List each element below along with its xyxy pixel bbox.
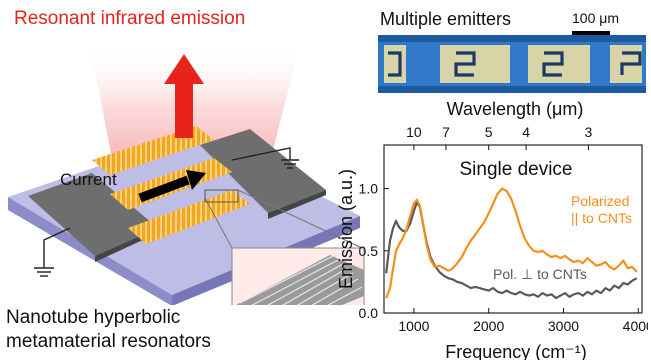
top-tick-label: 5 [485,124,493,140]
series-group [385,187,638,300]
ground-icon-right [231,147,299,169]
multiple-emitters-title: Multiple emitters [380,9,512,29]
y-tick-label: 1.0 [359,181,379,197]
caption: Nanotube hyperbolic metamaterial resonat… [6,306,211,354]
y-tick-label: 0.5 [359,243,379,259]
x-tick-label: 1000 [398,318,429,334]
caption-line-2: metamaterial resonators [6,331,211,352]
chart-title: Single device [459,159,572,180]
emission-title: Resonant infrared emission [14,8,246,29]
caption-line-1: Nanotube hyperbolic [6,307,181,328]
emission-arrow [175,82,193,138]
x-tick-label: 3000 [548,318,579,334]
series-label-perpendicular: Pol. ⊥ to CNTs [493,266,587,282]
x-tick-label: 2000 [473,318,504,334]
top-tick-label: 7 [442,124,450,140]
current-label: Current [60,170,117,189]
series-line-polarized [385,187,638,299]
nanotube-bundle [236,255,364,305]
scalebar [572,31,610,35]
ground-icon-left [34,227,71,277]
contact-pad-left [28,173,158,256]
y-axis-label: Emission (a.u.) [336,169,356,289]
y-tick-label: 0.0 [359,305,379,321]
top-axis-label: Wavelength (μm) [447,99,584,119]
current-arrow [138,175,190,203]
top-tick-label: 10 [406,124,422,140]
resonator-strip-1 [92,126,214,175]
top-tick-label: 3 [585,124,593,140]
top-axis-ticks: 10 7 5 4 3 [406,124,593,150]
series-label-polarized-line1: Polarized [571,193,629,209]
top-tick-label: 4 [522,124,530,140]
device-schematic [8,45,365,305]
scalebar-label: 100 μm [572,10,619,26]
resonator-strip-3 [128,190,250,244]
x-axis-label: Frequency (cm⁻¹) [445,342,587,360]
emitters-micrograph [378,35,646,93]
emission-chart: Wavelength (μm) 10 7 5 4 3 1000 2000 3000 400 0 … [336,99,648,360]
plot-frame [383,144,643,314]
y-axis-ticks: 0.0 0.5 1.0 [359,181,389,321]
series-label-polarized-line2: || to CNTs [571,210,632,226]
contact-pad-right [200,129,326,213]
